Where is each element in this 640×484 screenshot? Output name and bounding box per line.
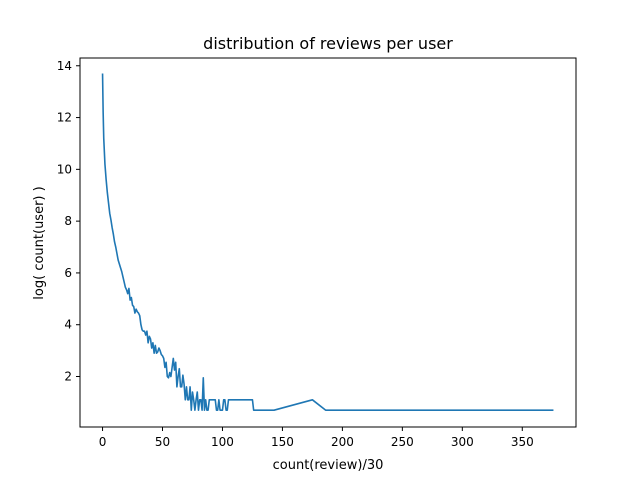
- y-tick-label: 6: [64, 266, 72, 280]
- plot-area: 0 50 100 150 200 250 300 350 2 4 6 8 10 12 14: [57, 57, 577, 449]
- x-tick-label: 250: [391, 435, 414, 449]
- chart-title: distribution of reviews per user: [203, 34, 453, 53]
- x-axis-label: count(review)/30: [273, 458, 384, 473]
- series-line: [101, 73, 554, 411]
- y-tick-label: 14: [57, 59, 72, 73]
- plot-frame: [79, 57, 577, 428]
- y-tick-label: 10: [57, 162, 72, 176]
- x-tick-label: 150: [271, 435, 294, 449]
- x-tick-label: 350: [511, 435, 534, 449]
- y-tick-label: 4: [64, 318, 72, 332]
- x-tick-label: 100: [211, 435, 234, 449]
- y-axis-label: log( count(user) ): [32, 186, 47, 299]
- y-tick-label: 2: [64, 370, 72, 384]
- y-tick-label: 8: [64, 214, 72, 228]
- x-tick-label: 50: [155, 435, 170, 449]
- x-tick-label: 200: [331, 435, 354, 449]
- y-tick-label: 12: [57, 111, 72, 125]
- x-tick-label: 0: [99, 435, 107, 449]
- x-tick-label: 300: [451, 435, 474, 449]
